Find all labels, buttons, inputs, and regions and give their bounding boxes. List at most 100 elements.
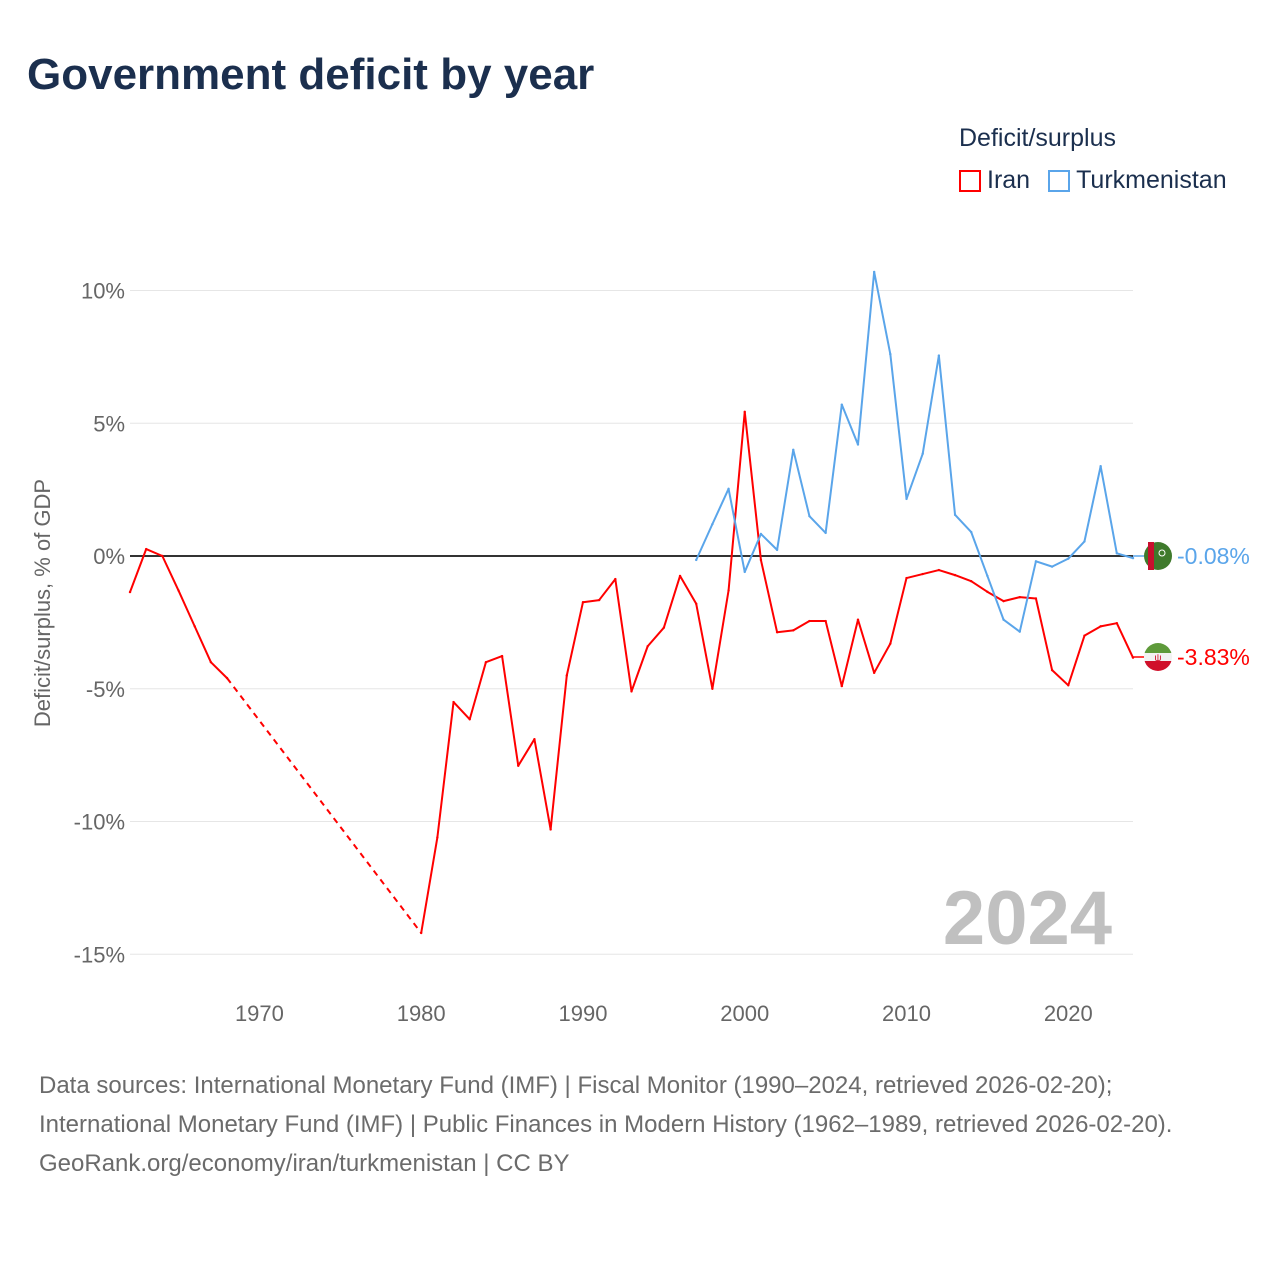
data-point-turkmenistan [1131, 556, 1135, 560]
x-tick-label: 2000 [720, 1001, 769, 1026]
data-point-iran [452, 700, 455, 704]
data-point-iran [1067, 684, 1070, 687]
turkmenistan-flag-icon-crescent [1158, 549, 1166, 557]
data-point-iran [144, 547, 148, 551]
data-point-iran [1115, 621, 1119, 625]
data-point-iran [727, 589, 730, 592]
data-point-turkmenistan [1099, 465, 1102, 468]
data-point-iran [484, 661, 488, 664]
data-point-turkmenistan [759, 532, 763, 536]
data-point-iran [436, 836, 439, 839]
data-point-iran [889, 642, 892, 645]
year-watermark: 2024 [943, 876, 1112, 961]
data-point-turkmenistan [1115, 552, 1119, 555]
data-point-iran [1034, 597, 1038, 600]
data-point-iran [468, 718, 471, 721]
data-point-iran [953, 573, 957, 577]
footer: Data sources: International Monetary Fun… [39, 1066, 1239, 1183]
data-point-iran [193, 625, 196, 628]
legend-label-iran: Iran [987, 166, 1031, 194]
data-point-turkmenistan [1083, 540, 1086, 543]
data-point-turkmenistan [986, 574, 989, 578]
data-point-iran [549, 828, 552, 831]
data-point-turkmenistan [953, 513, 957, 517]
data-point-turkmenistan [775, 548, 779, 552]
x-tick-label: 2020 [1044, 1001, 1093, 1026]
y-tick-label: 10% [81, 279, 125, 304]
legend-label-turkmenistan: Turkmenistan [1076, 166, 1227, 194]
data-point-iran [792, 629, 795, 632]
data-point-turkmenistan [695, 558, 698, 562]
x-tick-label: 1980 [397, 1001, 446, 1026]
data-point-iran [161, 554, 164, 558]
data-point-turkmenistan [937, 354, 941, 357]
data-point-turkmenistan [727, 487, 730, 491]
data-point-iran [937, 568, 941, 572]
iran-flag-icon-red [1144, 661, 1172, 671]
data-point-iran [711, 687, 714, 690]
data-sources: Data sources: International Monetary Fun… [39, 1072, 1173, 1138]
data-point-iran [678, 574, 682, 578]
data-point-turkmenistan [840, 403, 844, 406]
credit-link[interactable]: GeoRank.org/economy/iran/turkmenistan | … [39, 1150, 570, 1177]
legend-item-turkmenistan[interactable]: Turkmenistan [1048, 166, 1227, 195]
data-point-iran [662, 626, 666, 629]
chart-title: Government deficit by year [27, 50, 595, 99]
data-point-iran [1050, 668, 1054, 672]
data-point-iran [808, 619, 811, 623]
data-point-turkmenistan [808, 514, 811, 518]
data-point-iran [177, 589, 180, 592]
data-point-turkmenistan [1018, 630, 1021, 633]
end-label-iran: -3.83% [1177, 644, 1250, 670]
data-point-turkmenistan [743, 570, 746, 574]
series-line-turkmenistan [695, 270, 1134, 633]
data-point-iran [775, 630, 779, 634]
data-point-iran [614, 577, 617, 581]
legend-title: Deficit/surplus [959, 124, 1116, 152]
data-point-turkmenistan [792, 448, 795, 451]
data-point-turkmenistan [824, 531, 827, 535]
iran-flag-icon-white [1144, 653, 1172, 661]
data-point-turkmenistan [872, 270, 876, 274]
data-point-iran [824, 619, 827, 623]
data-point-turkmenistan [711, 522, 714, 526]
data-point-iran [565, 674, 568, 677]
data-point-iran [921, 572, 924, 576]
data-point-iran [743, 410, 746, 414]
data-point-iran [419, 931, 423, 935]
y-tick-label: -10% [74, 810, 125, 835]
data-point-iran [905, 576, 908, 580]
data-point-iran [517, 764, 520, 767]
end-label-turkmenistan: -0.08% [1177, 543, 1250, 569]
data-point-turkmenistan [1034, 560, 1038, 563]
legend-swatch-turkmenistan [1048, 169, 1071, 192]
data-point-iran [225, 676, 229, 680]
data-point-iran [1002, 599, 1005, 603]
data-point-iran [856, 618, 860, 621]
turkmenistan-flag-icon-stripe [1148, 542, 1154, 570]
data-point-turkmenistan [889, 353, 892, 356]
series-line-iran [420, 410, 1134, 934]
data-point-turkmenistan [921, 452, 924, 455]
y-axis-label: Deficit/surplus, % of GDP [30, 479, 55, 727]
legend-item-iran[interactable]: Iran [959, 166, 1030, 195]
data-point-turkmenistan [905, 497, 908, 501]
data-point-iran [500, 654, 504, 658]
data-point-turkmenistan [1067, 557, 1070, 560]
data-point-iran [759, 558, 763, 562]
data-point-iran [533, 737, 536, 741]
data-point-turkmenistan [1002, 618, 1005, 621]
y-tick-label: -5% [86, 677, 125, 702]
data-point-iran [840, 684, 844, 688]
iran-flag-icon-green [1144, 643, 1172, 653]
data-point-iran [597, 598, 601, 602]
x-tick-label: 1990 [558, 1001, 607, 1026]
data-point-iran [986, 590, 989, 594]
data-point-iran [970, 580, 973, 583]
series-gap-iran [226, 677, 422, 934]
data-point-turkmenistan [1050, 565, 1054, 568]
y-tick-label: 0% [93, 544, 125, 569]
data-point-iran [695, 602, 698, 605]
data-point-iran [581, 600, 585, 604]
